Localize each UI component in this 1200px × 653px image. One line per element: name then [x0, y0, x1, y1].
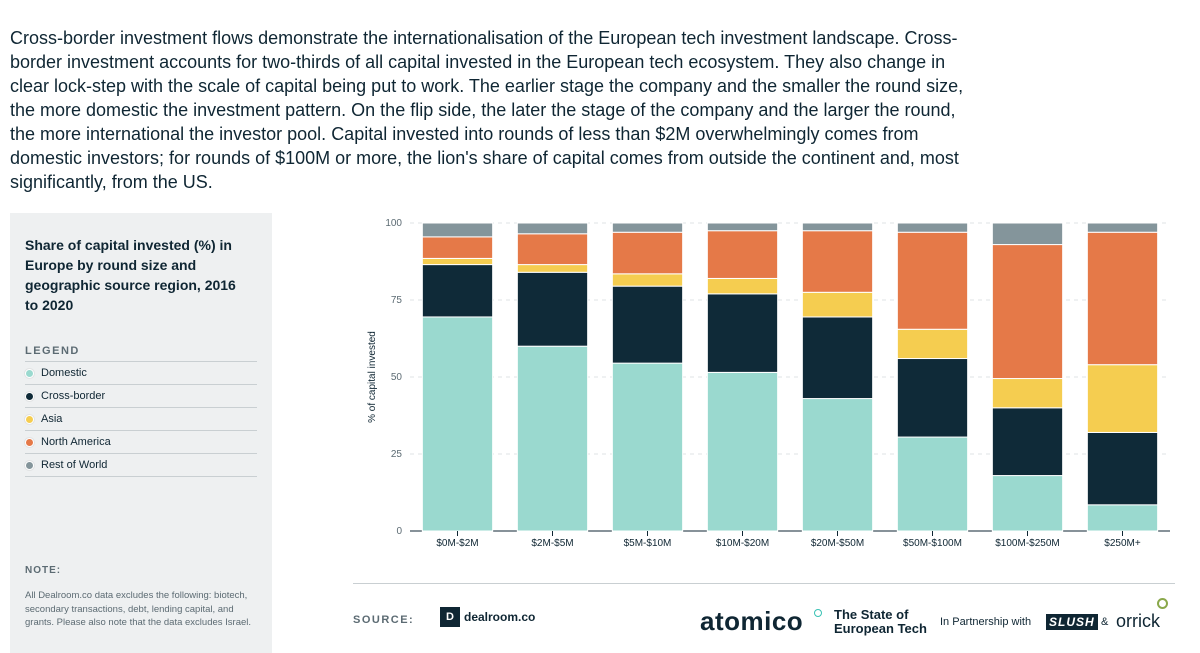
- x-tick-label: $5M-$10M: [624, 538, 672, 549]
- bar-segment-domestic: [611, 362, 684, 532]
- orrick-mark-icon: [1157, 598, 1168, 609]
- y-tick-label: 0: [396, 526, 402, 537]
- bar-segment-asia: [706, 277, 779, 295]
- chart-svg: 0 25 50 75 100 % of capital invested $0M-$2M $2…: [367, 218, 1170, 549]
- legend-label: Asia: [41, 413, 63, 425]
- x-tick-label: $0M-$2M: [436, 538, 478, 549]
- bar-segment-north-america: [706, 230, 779, 279]
- bar-segment-cross-border: [706, 293, 779, 373]
- bar-segment-domestic: [421, 316, 494, 532]
- bar-segment-domestic: [991, 475, 1064, 532]
- bar-segment-domestic: [516, 345, 589, 532]
- atomico-dot-icon: [814, 609, 822, 617]
- atomico-logo[interactable]: atomico: [700, 606, 804, 636]
- stacked-bar-chart: 0 25 50 75 100 % of capital invested $0M-$2M $2…: [355, 215, 1175, 555]
- bar-segment-cross-border: [611, 285, 684, 364]
- bar-segment-north-america: [421, 236, 494, 259]
- bar-segment-domestic: [801, 398, 874, 532]
- x-tick-label: $50M-$100M: [903, 538, 962, 549]
- bar-segment-cross-border: [896, 358, 969, 438]
- chart-title: Share of capital invested (%) in Europe …: [25, 237, 236, 313]
- orrick-logo[interactable]: orrick: [1116, 611, 1160, 631]
- chart-sidebar: Share of capital invested (%) in Europe …: [10, 213, 272, 653]
- x-tick-label: $250M+: [1104, 538, 1141, 549]
- bar-segment-rest-of-world: [801, 222, 874, 232]
- bar-segment-rest-of-world: [991, 222, 1064, 246]
- bar-segment-domestic: [706, 371, 779, 532]
- dealroom-text: dealroom.co: [464, 610, 536, 624]
- report-title: The State of European Tech: [834, 607, 927, 636]
- y-axis-label: % of capital invested: [367, 331, 378, 423]
- legend-item-domestic: Domestic: [25, 362, 257, 385]
- bar-segment-cross-border: [801, 316, 874, 400]
- note-heading: NOTE:: [25, 565, 62, 576]
- dealroom-icon: D: [440, 607, 460, 627]
- bar-segment-asia: [516, 264, 589, 273]
- bar-segment-north-america: [516, 233, 589, 266]
- bar-segment-cross-border: [1086, 431, 1159, 506]
- bar-segment-north-america: [801, 230, 874, 293]
- legend-heading: LEGEND: [25, 345, 257, 362]
- bar-segment-asia: [991, 378, 1064, 409]
- legend-swatch: [25, 437, 34, 447]
- partnership-text: In Partnership with: [940, 616, 1032, 628]
- legend-item-rest-of-world: Rest of World: [25, 454, 257, 477]
- bar-segment-asia: [896, 328, 969, 360]
- bar-segment-asia: [421, 257, 494, 266]
- legend-label: Rest of World: [41, 459, 108, 471]
- bar-segment-cross-border: [516, 271, 589, 347]
- bar-segment-cross-border: [991, 407, 1064, 477]
- dealroom-logo[interactable]: D dealroom.co: [440, 607, 535, 627]
- bar-segment-rest-of-world: [516, 222, 589, 235]
- legend-swatch: [25, 460, 34, 470]
- legend-swatch: [25, 414, 34, 424]
- bar-segment-north-america: [896, 231, 969, 330]
- y-tick-label: 25: [391, 449, 403, 460]
- bar-segment-asia: [801, 291, 874, 318]
- y-tick-label: 75: [391, 295, 403, 306]
- bar-segment-domestic: [1086, 504, 1159, 532]
- source-label: SOURCE:: [353, 614, 415, 626]
- legend-label: Cross-border: [41, 390, 106, 402]
- legend-label: North America: [41, 436, 111, 448]
- legend-swatch: [25, 368, 34, 378]
- legend: Domestic Cross-border Asia North America Res…: [25, 362, 257, 477]
- bar-segment-domestic: [896, 436, 969, 532]
- bar-segment-rest-of-world: [896, 222, 969, 233]
- bar-segment-rest-of-world: [706, 222, 779, 232]
- slush-logo[interactable]: SLUSH: [1046, 614, 1098, 630]
- bar-segment-asia: [611, 273, 684, 287]
- bar-segment-north-america: [1086, 231, 1159, 366]
- y-tick-label: 50: [391, 372, 403, 383]
- footer-divider: [353, 583, 1175, 584]
- y-tick-label: 100: [385, 218, 402, 229]
- bar-segment-rest-of-world: [611, 222, 684, 233]
- bar-segment-rest-of-world: [1086, 222, 1159, 233]
- bar-segment-asia: [1086, 364, 1159, 433]
- x-tick-label: $20M-$50M: [811, 538, 864, 549]
- x-tick-label: $100M-$250M: [995, 538, 1059, 549]
- x-tick-label: $2M-$5M: [531, 538, 573, 549]
- bar-segment-north-america: [611, 231, 684, 275]
- ampersand: &: [1101, 616, 1109, 628]
- bar-segment-rest-of-world: [421, 222, 494, 238]
- bar-segment-north-america: [991, 244, 1064, 380]
- legend-item-north-america: North America: [25, 431, 257, 454]
- note-text: All Dealroom.co data excludes the follow…: [25, 590, 252, 628]
- legend-swatch: [25, 391, 34, 401]
- bar-segment-cross-border: [421, 264, 494, 318]
- legend-item-asia: Asia: [25, 408, 257, 431]
- legend-item-cross-border: Cross-border: [25, 385, 257, 408]
- intro-paragraph: Cross-border investment flows demonstrat…: [10, 28, 964, 192]
- legend-label: Domestic: [41, 367, 87, 379]
- x-tick-label: $10M-$20M: [716, 538, 769, 549]
